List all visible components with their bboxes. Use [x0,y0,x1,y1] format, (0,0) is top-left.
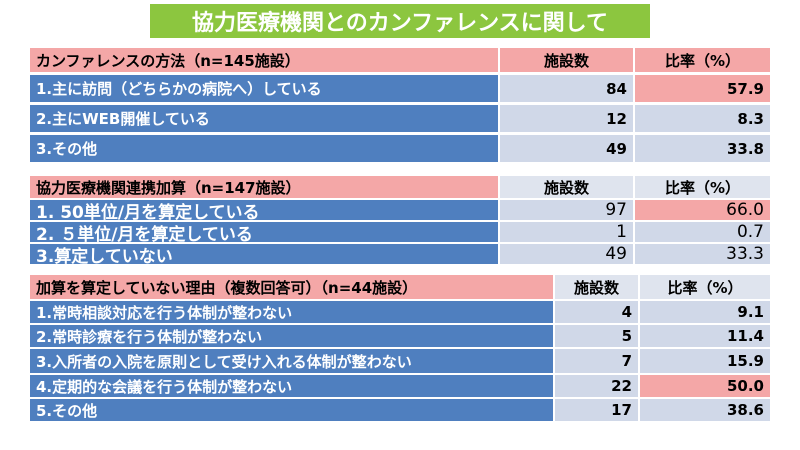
row-label: 1. 50単位/月を算定している [30,200,498,220]
ratio: 8.3 [635,105,770,132]
table-header: 比率（%） [635,48,770,72]
count: 84 [500,75,633,102]
table-header: 加算を算定していない理由（複数回答可）（n=44施設） [30,275,553,299]
ratio: 57.9 [635,75,770,102]
row-label: 3.その他 [30,135,498,162]
table-header: 施設数 [500,48,633,72]
count: 12 [500,105,633,132]
count: 5 [555,325,638,347]
count: 49 [500,244,633,264]
ratio: 9.1 [640,301,770,323]
count: 22 [555,375,638,397]
ratio: 15.9 [640,349,770,373]
ratio: 66.0 [635,200,770,220]
row-label: 2.常時診療を行う体制が整わない [30,325,553,347]
count: 17 [555,399,638,421]
row-label: 5.その他 [30,399,553,421]
table-header: 比率（%） [640,275,770,299]
ratio: 33.3 [635,244,770,264]
row-label: 1.常時相談対応を行う体制が整わない [30,301,553,323]
ratio: 50.0 [640,375,770,397]
table-header: 施設数 [555,275,638,299]
ratio: 38.6 [640,399,770,421]
ratio: 33.8 [635,135,770,162]
table-header: 比率（%） [635,176,770,198]
count: 7 [555,349,638,373]
table-header: 協力医療機関連携加算（n=147施設） [30,176,498,198]
count: 49 [500,135,633,162]
count: 97 [500,200,633,220]
row-label: 1.主に訪問（どちらかの病院へ）している [30,75,498,102]
row-label: 4.定期的な会議を行う体制が整わない [30,375,553,397]
count: 1 [500,222,633,242]
ratio: 0.7 [635,222,770,242]
row-label: 2.主にWEB開催している [30,105,498,132]
count: 4 [555,301,638,323]
table-header: 施設数 [500,176,633,198]
ratio: 11.4 [640,325,770,347]
table-header: カンファレンスの方法（n=145施設） [30,48,498,72]
row-label: 3.算定していない [30,244,498,264]
slide-title: 協力医療機関とのカンファレンスに関して [150,4,650,38]
row-label: 3.入所者の入院を原則として受け入れる体制が整わない [30,349,553,373]
row-label: 2. ５単位/月を算定している [30,222,498,242]
